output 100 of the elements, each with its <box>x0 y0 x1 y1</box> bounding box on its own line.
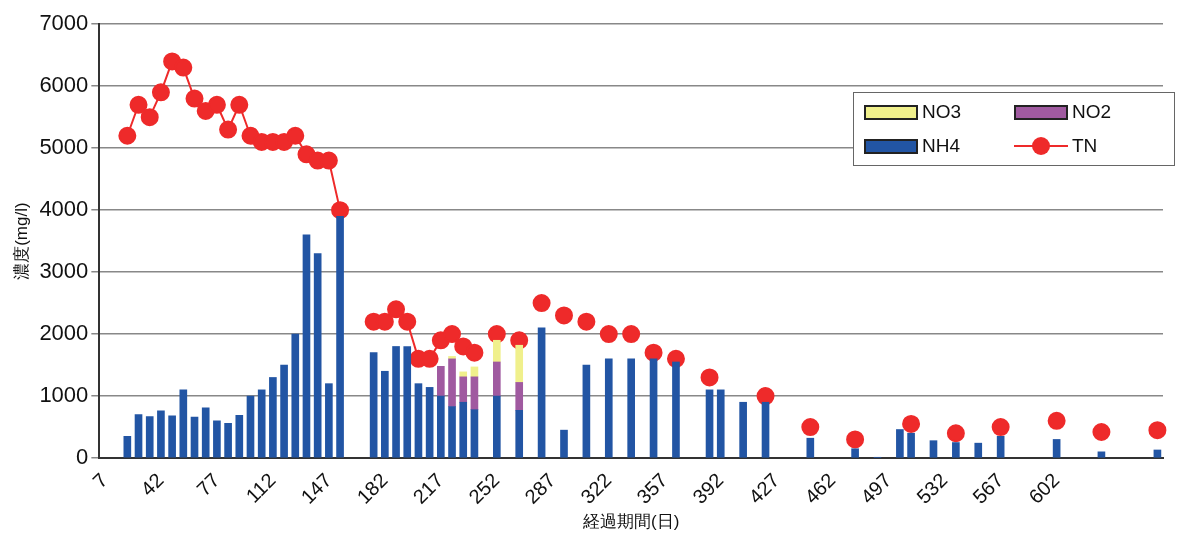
bar <box>996 436 1005 458</box>
bar <box>123 436 132 458</box>
point <box>465 343 484 362</box>
bar <box>246 395 255 458</box>
bar <box>437 395 445 458</box>
x-tick-label: 112 <box>241 468 280 507</box>
x-tick-label: 322 <box>576 468 616 508</box>
y-tick-label: 5000 <box>39 134 89 160</box>
legend-label: NO3 <box>922 101 962 124</box>
point <box>387 300 406 319</box>
point <box>1092 423 1111 441</box>
bar <box>1052 439 1061 458</box>
x-tick-label: 532 <box>912 468 952 508</box>
legend-label: NH4 <box>922 135 961 158</box>
bar <box>201 407 210 458</box>
y-tick-label: 4000 <box>39 196 89 222</box>
bar <box>448 358 456 407</box>
bar <box>157 410 165 458</box>
bar <box>1153 449 1162 458</box>
y-tick-label: 6000 <box>39 72 89 98</box>
bar <box>907 432 915 458</box>
bar <box>739 401 747 458</box>
bar <box>190 416 199 458</box>
bar <box>269 377 277 458</box>
point <box>1148 421 1167 440</box>
x-tick-label: 42 <box>136 468 168 500</box>
point <box>398 312 417 331</box>
bar <box>224 423 232 458</box>
point <box>230 95 249 114</box>
legend-label: TN <box>1072 135 1098 158</box>
point <box>174 58 193 77</box>
bar <box>302 234 311 458</box>
bar <box>213 420 221 458</box>
y-tick-label: 1000 <box>39 382 89 408</box>
bar <box>761 401 770 458</box>
point <box>846 430 865 449</box>
x-tick-label: 357 <box>632 468 672 508</box>
point <box>756 387 775 406</box>
bar <box>649 358 658 458</box>
bar <box>537 327 546 458</box>
bar <box>392 346 400 458</box>
bar <box>515 409 524 458</box>
bar <box>470 409 479 458</box>
point <box>118 126 137 145</box>
point <box>1047 411 1066 430</box>
bar <box>448 356 456 360</box>
bar <box>716 389 725 458</box>
x-axis-title: 経過期間(日) <box>582 512 680 532</box>
bar <box>851 448 859 458</box>
point <box>554 306 573 325</box>
y-tick-label: 2000 <box>39 320 89 346</box>
bar <box>437 365 445 397</box>
x-tick-label: 567 <box>968 468 1008 508</box>
bar <box>929 440 938 458</box>
x-tick-label: 287 <box>520 468 560 508</box>
bar <box>134 414 143 458</box>
bar <box>325 383 333 458</box>
point <box>443 325 462 344</box>
point <box>599 325 618 344</box>
bar <box>291 333 300 458</box>
y-tick-label: 7000 <box>39 10 89 36</box>
point <box>801 418 820 437</box>
bar <box>448 406 456 458</box>
x-tick-label: 602 <box>1024 468 1064 508</box>
x-tick-label: 7 <box>88 468 112 493</box>
bar <box>459 376 468 403</box>
x-tick-label: 217 <box>408 468 448 508</box>
point <box>946 424 965 443</box>
x-tick-label: 182 <box>352 468 392 508</box>
bar <box>313 253 322 458</box>
bar <box>414 383 423 458</box>
point <box>532 294 551 313</box>
bar <box>974 442 983 458</box>
bar <box>145 416 154 458</box>
y-tick-label: 0 <box>76 444 89 470</box>
bar <box>381 370 389 458</box>
x-tick-label: 497 <box>856 468 896 508</box>
legend-label: NO2 <box>1072 101 1112 124</box>
bar <box>806 437 815 458</box>
y-axis-title: 濃度(mg/l) <box>11 202 31 280</box>
point <box>286 126 305 145</box>
point <box>207 95 226 114</box>
bar <box>560 429 568 458</box>
bar <box>235 414 244 458</box>
bar <box>492 361 501 397</box>
bar <box>459 371 468 378</box>
x-tick-label: 147 <box>296 468 336 508</box>
x-tick-label: 77 <box>192 468 224 500</box>
bar <box>705 389 714 458</box>
point <box>140 108 159 127</box>
point <box>129 95 148 114</box>
point <box>219 120 238 139</box>
point <box>644 343 663 362</box>
bar <box>627 358 635 458</box>
bar <box>459 401 468 458</box>
point <box>622 325 641 344</box>
point <box>151 83 170 102</box>
point <box>487 325 506 344</box>
point <box>577 312 596 331</box>
point <box>700 368 719 387</box>
